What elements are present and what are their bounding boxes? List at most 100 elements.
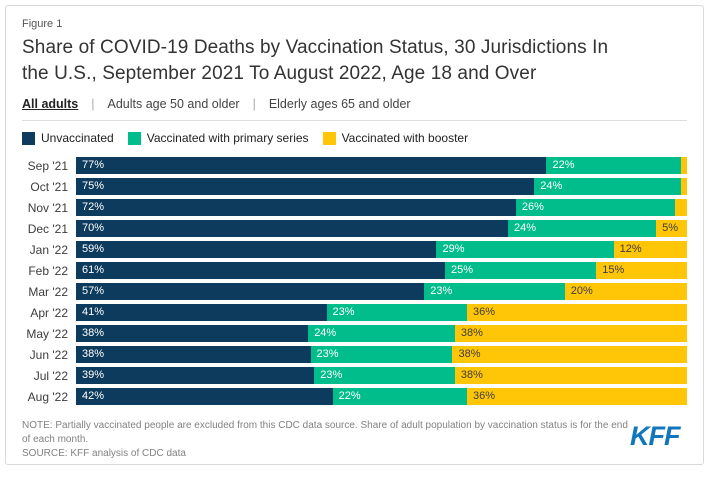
bar-value-label: 38% bbox=[82, 327, 105, 339]
bar-value-label: 72% bbox=[82, 201, 105, 213]
month-label: Dec '21 bbox=[27, 221, 68, 236]
month-label: Jul '22 bbox=[33, 368, 68, 383]
bar-value-label: 20% bbox=[570, 285, 593, 297]
figure-card: Figure 1 Share of COVID-19 Deaths by Vac… bbox=[5, 5, 704, 465]
bar-row: Nov '21 72% 26% bbox=[22, 197, 687, 218]
bar-segment-unvaccinated: 57% bbox=[76, 283, 425, 300]
legend-label: Vaccinated with booster bbox=[341, 131, 469, 145]
bar-value-label: 77% bbox=[82, 159, 105, 171]
bar-segment-unvaccinated: 75% bbox=[76, 178, 535, 195]
legend-item-unvaccinated: Unvaccinated bbox=[22, 131, 114, 145]
bar-row: Feb '22 61% 25% 15% bbox=[22, 260, 687, 281]
bar-value-label: 61% bbox=[82, 264, 105, 276]
footer: NOTE: Partially vaccinated people are ex… bbox=[22, 419, 687, 461]
bar-value-label: 70% bbox=[82, 222, 105, 234]
source-text: SOURCE: KFF analysis of CDC data bbox=[22, 448, 186, 459]
stacked-bar: 75% 24% bbox=[76, 178, 687, 195]
bar-segment-unvaccinated: 38% bbox=[76, 346, 311, 363]
bar-segment-unvaccinated: 42% bbox=[76, 388, 333, 405]
month-label: Nov '21 bbox=[27, 200, 68, 215]
stacked-bar: 59% 29% 12% bbox=[76, 241, 687, 258]
title-line-2: the U.S., September 2021 To August 2022,… bbox=[22, 63, 537, 84]
bar-segment-booster: 12% bbox=[613, 241, 687, 258]
bar-segment-primary-series: 24% bbox=[508, 220, 657, 237]
month-label: Feb '22 bbox=[28, 263, 68, 278]
bar-segment-booster bbox=[680, 157, 687, 174]
bar-segment-primary-series: 25% bbox=[445, 262, 597, 279]
bar-value-label: 42% bbox=[82, 390, 105, 402]
stacked-bar: 38% 23% 38% bbox=[76, 346, 688, 363]
page-title: Share of COVID-19 Deaths by Vaccination … bbox=[22, 35, 687, 87]
legend-swatch-unvaccinated-icon bbox=[22, 131, 35, 145]
bar-value-label: 5% bbox=[662, 222, 679, 234]
bar-segment-unvaccinated: 70% bbox=[76, 220, 509, 237]
bar-segment-unvaccinated: 61% bbox=[76, 262, 446, 279]
bar-segment-primary-series: 23% bbox=[326, 304, 468, 321]
stacked-bar: 57% 23% 20% bbox=[76, 283, 687, 300]
tab-all-adults[interactable]: All adults bbox=[22, 97, 79, 111]
title-line-1: Share of COVID-19 Deaths by Vaccination … bbox=[22, 37, 609, 58]
bar-segment-primary-series: 23% bbox=[314, 367, 455, 384]
bar-segment-booster bbox=[674, 199, 687, 216]
bar-value-label: 24% bbox=[314, 327, 337, 339]
legend-label: Unvaccinated bbox=[41, 131, 114, 145]
bar-value-label: 36% bbox=[473, 390, 496, 402]
bar-segment-booster: 15% bbox=[596, 262, 687, 279]
bar-segment-booster: 20% bbox=[564, 283, 687, 300]
bar-row: Apr '22 41% 23% 36% bbox=[22, 302, 687, 323]
stacked-bar: 38% 24% 38% bbox=[76, 325, 688, 342]
tab-adults-50-older[interactable]: Adults age 50 and older bbox=[107, 97, 240, 111]
stacked-bar-chart: Sep '21 77% 22% Oct '21 75% 24% Nov '21 72% 26% D… bbox=[22, 155, 688, 407]
bar-segment-unvaccinated: 77% bbox=[76, 157, 547, 174]
legend-label: Vaccinated with primary series bbox=[146, 131, 309, 145]
bar-segment-unvaccinated: 59% bbox=[76, 241, 437, 258]
bar-value-label: 29% bbox=[442, 243, 465, 255]
bar-row: Dec '21 70% 24% 5% bbox=[22, 218, 687, 239]
bar-row: Aug '22 42% 22% 36% bbox=[22, 386, 687, 407]
bar-value-label: 22% bbox=[338, 390, 361, 402]
month-label: Sep '21 bbox=[27, 158, 68, 173]
tab-separator: | bbox=[252, 97, 256, 111]
bar-row: Jan '22 59% 29% 12% bbox=[22, 239, 687, 260]
bar-segment-primary-series: 23% bbox=[424, 283, 565, 300]
stacked-bar: 61% 25% 15% bbox=[76, 262, 687, 279]
bar-value-label: 75% bbox=[82, 180, 105, 192]
stacked-bar: 72% 26% bbox=[76, 199, 687, 216]
bar-row: Mar '22 57% 23% 20% bbox=[22, 281, 687, 302]
bar-value-label: 38% bbox=[460, 369, 483, 381]
legend-item-booster: Vaccinated with booster bbox=[322, 131, 469, 145]
bar-segment-primary-series: 24% bbox=[308, 325, 455, 342]
month-label: Mar '22 bbox=[28, 284, 68, 299]
bar-value-label: 23% bbox=[332, 306, 355, 318]
bar-value-label: 39% bbox=[82, 369, 105, 381]
tab-elderly-65-older[interactable]: Elderly ages 65 and older bbox=[268, 97, 411, 111]
bar-row: Jul '22 39% 23% 38% bbox=[22, 365, 688, 386]
bar-row: Sep '21 77% 22% bbox=[22, 155, 687, 176]
bar-segment-booster: 36% bbox=[467, 388, 687, 405]
bar-value-label: 25% bbox=[451, 264, 474, 276]
stacked-bar: 41% 23% 36% bbox=[76, 304, 687, 321]
age-group-tabs: All adults | Adults age 50 and older | E… bbox=[22, 97, 687, 121]
bar-segment-primary-series: 29% bbox=[436, 241, 614, 258]
figure-label: Figure 1 bbox=[22, 18, 63, 30]
bar-segment-booster: 38% bbox=[454, 367, 688, 384]
bar-value-label: 41% bbox=[82, 306, 105, 318]
note-text: NOTE: Partially vaccinated people are ex… bbox=[22, 420, 628, 445]
bar-segment-primary-series: 22% bbox=[546, 157, 681, 174]
stacked-bar: 77% 22% bbox=[76, 157, 687, 174]
bar-value-label: 24% bbox=[514, 222, 537, 234]
month-label: May '22 bbox=[26, 326, 68, 341]
bar-value-label: 23% bbox=[430, 285, 453, 297]
legend-swatch-booster-icon bbox=[322, 131, 336, 145]
bar-row: Oct '21 75% 24% bbox=[22, 176, 687, 197]
bar-value-label: 23% bbox=[320, 369, 343, 381]
bar-segment-unvaccinated: 39% bbox=[76, 367, 315, 384]
bar-row: May '22 38% 24% 38% bbox=[22, 323, 688, 344]
month-label: Jun '22 bbox=[29, 347, 68, 362]
bar-segment-primary-series: 26% bbox=[515, 199, 675, 216]
bar-value-label: 23% bbox=[316, 348, 339, 360]
notes-block: NOTE: Partially vaccinated people are ex… bbox=[22, 419, 630, 461]
month-label: Aug '22 bbox=[27, 389, 68, 404]
bar-segment-primary-series: 22% bbox=[332, 388, 468, 405]
month-label: Apr '22 bbox=[30, 305, 68, 320]
